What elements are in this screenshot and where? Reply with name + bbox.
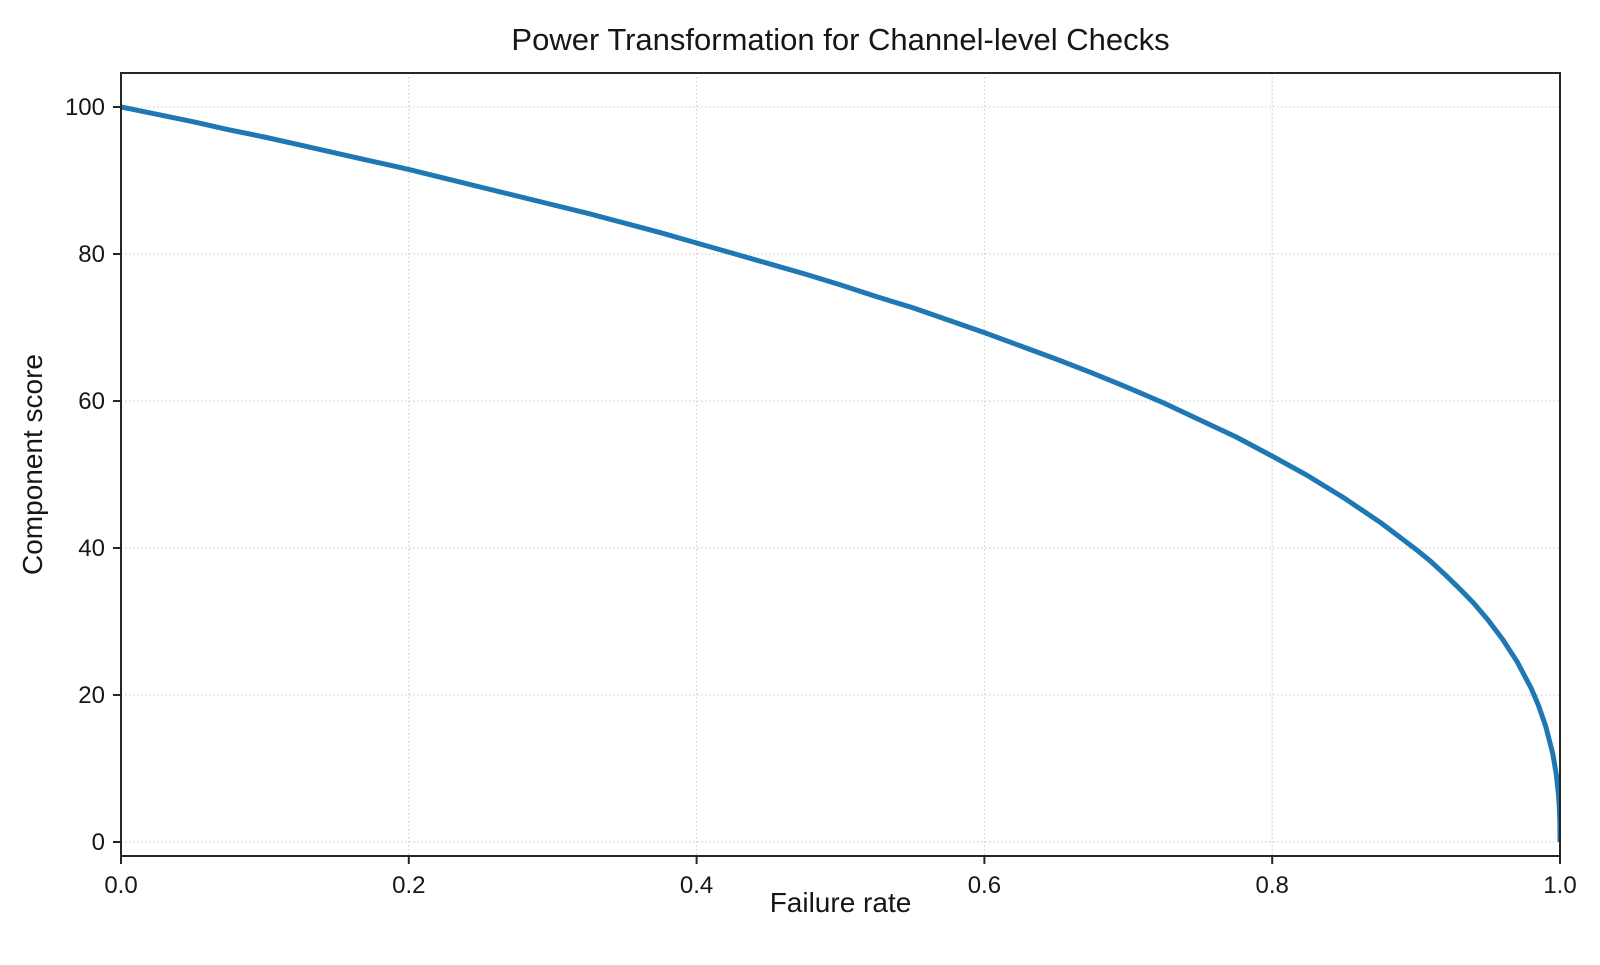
y-tick-label: 0 bbox=[92, 829, 105, 856]
y-tick-label: 100 bbox=[65, 94, 105, 121]
x-tick-label: 1.0 bbox=[1543, 872, 1576, 899]
series-layer bbox=[121, 104, 1560, 843]
y-tick-label: 40 bbox=[78, 535, 105, 562]
y-axis-label: Component score bbox=[17, 354, 48, 575]
x-tick-labels: 0.0 0.2 0.4 0.6 0.8 1.0 bbox=[104, 872, 1576, 899]
x-tick-label: 0.8 bbox=[1256, 872, 1289, 899]
x-tick-label: 0.0 bbox=[104, 872, 137, 899]
x-tick-label: 0.2 bbox=[392, 872, 425, 899]
x-tick-label: 0.6 bbox=[968, 872, 1001, 899]
y-tick-label: 80 bbox=[78, 241, 105, 268]
gridlines bbox=[120, 73, 1561, 856]
y-tick-label: 20 bbox=[78, 682, 105, 709]
x-axis-label: Failure rate bbox=[770, 887, 912, 918]
y-tick-label: 60 bbox=[78, 388, 105, 415]
y-tick-labels: 0 20 40 60 80 100 bbox=[65, 94, 105, 856]
series-line-power-transform bbox=[121, 104, 1560, 843]
axes-spines bbox=[120, 72, 1561, 857]
plot-border bbox=[120, 72, 1561, 857]
chart-title: Power Transformation for Channel-level C… bbox=[511, 22, 1169, 57]
x-tick-label: 0.4 bbox=[680, 872, 713, 899]
tick-marks bbox=[113, 106, 1561, 864]
